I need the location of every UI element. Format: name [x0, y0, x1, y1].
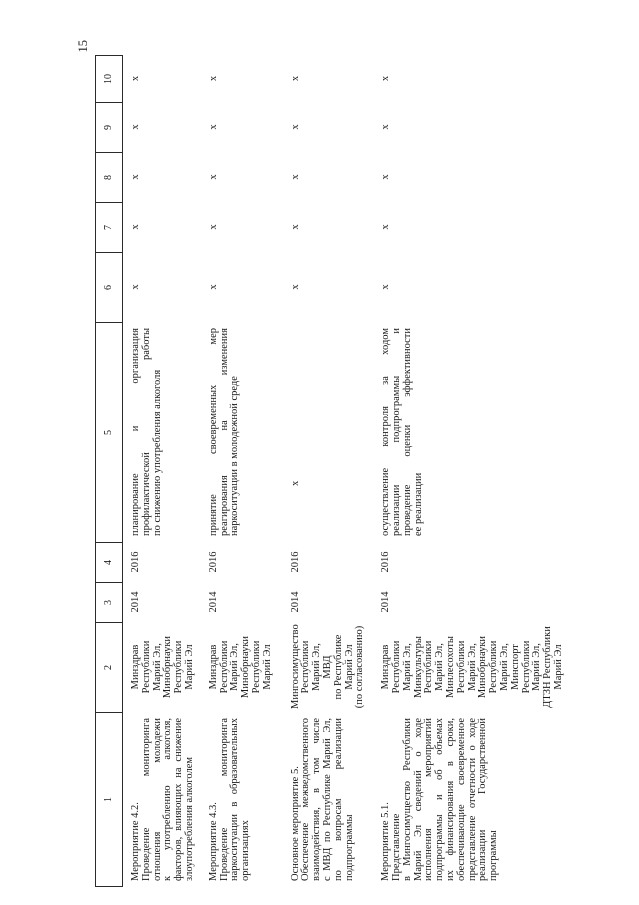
text-line: Республики — [455, 640, 467, 694]
text-line: в Мингосимущество Республики — [401, 718, 413, 881]
text-line: наркоситуации в молодежной среде — [229, 376, 241, 536]
mark-cell: х — [130, 75, 141, 82]
column-number-cell: 10 — [96, 55, 122, 102]
column-number-cell: 5 — [96, 322, 122, 542]
mark-cell: х — [380, 75, 392, 82]
year-start-cell: 2014 — [289, 591, 301, 613]
mark-cell: х — [207, 284, 219, 290]
text-line: программы — [488, 830, 500, 881]
mark-cell: х — [289, 124, 301, 130]
text-line: Республики — [140, 640, 152, 694]
text-line: принятие своевременных мер — [207, 328, 219, 536]
text-line: Марий Эл — [261, 644, 273, 690]
year-start-cell: 2014 — [380, 591, 392, 613]
text-line: профилактической работы — [140, 328, 152, 536]
text-line: обеспечивающие своевременное — [455, 718, 467, 881]
executors-cell: Мингосимущество Республики Марий Эл, МВД по … — [290, 622, 367, 712]
text-line: по снижению употребления алкоголя — [151, 369, 163, 536]
activity-title: Мероприятие 4.3. — [207, 802, 219, 881]
mark-cell: х — [130, 174, 141, 180]
text-line: Марий Эл, — [401, 643, 413, 691]
mark-cell: х — [207, 75, 219, 82]
column-number-cell: 4 — [96, 542, 122, 582]
text-line: Минздрав — [207, 644, 219, 690]
program-activities-table: 1 2 3 4 5 6 7 8 9 10 Мероприятие 4.2. Проведение м… — [95, 55, 578, 887]
column-number-cell: 8 — [96, 152, 122, 202]
column-number-cell: 6 — [96, 252, 122, 322]
text-line: Минспорт — [509, 644, 521, 690]
table-body: Мероприятие 4.2. Проведение мониторинга от… — [130, 55, 565, 887]
expected-result-cell: осуществление контроля за ходом реализаци… — [380, 322, 565, 542]
text-line: Проведение мониторинга — [140, 718, 152, 881]
mark-cell: х — [130, 224, 141, 230]
activity-cell: Основное мероприятие 5. Обеспечение межве… — [290, 712, 367, 887]
expected-result-cell: планирование и организация профилактическ… — [130, 322, 196, 542]
column-number-cell: 2 — [96, 622, 122, 712]
page-number: 15 — [76, 40, 90, 53]
text-line: по вопросам реализации — [332, 718, 344, 881]
text-line: подпрограммы — [343, 814, 355, 881]
mark-cell: х — [289, 174, 301, 180]
mark-cell: х — [380, 124, 392, 130]
column-number-cell: 9 — [96, 102, 122, 152]
table-row: Мероприятие 4.3. Проведение мониторинга на… — [207, 55, 274, 887]
year-start-cell: 2014 — [207, 591, 219, 613]
expected-result-cell: принятие своевременных мер реагирования н… — [207, 322, 274, 542]
mark-cell: х — [130, 124, 141, 130]
activity-cell: Мероприятие 5.1. Представление в Мингосиму… — [380, 712, 565, 887]
mark-cell: х — [289, 284, 301, 290]
text-line: по Республике — [332, 634, 344, 700]
mark-line: х — [289, 480, 301, 486]
table-row: Мероприятие 5.1. Представление в Мингосиму… — [380, 55, 565, 887]
activity-cell: Мероприятие 4.2. Проведение мониторинга от… — [130, 712, 196, 887]
table-row: Основное мероприятие 5. Обеспечение межве… — [289, 55, 367, 887]
column-number-cell: 7 — [96, 202, 122, 252]
text-line: злоупотребления алкоголем — [183, 756, 195, 881]
text-line: организациях — [240, 820, 252, 881]
column-number-cell: 1 — [96, 712, 122, 887]
mark-cell: х — [130, 284, 141, 290]
mark-cell: х — [289, 224, 301, 230]
year-end-cell: 2016 — [380, 551, 392, 573]
mark-cell: х — [380, 284, 392, 290]
year-end-cell: 2016 — [130, 551, 141, 573]
mark-cell: х — [380, 224, 392, 230]
mark-cell: х — [289, 75, 301, 82]
year-end-cell: 2016 — [207, 551, 219, 573]
text-line: ее реализации — [412, 472, 424, 536]
activity-cell: Мероприятие 4.3. Проведение мониторинга на… — [207, 712, 274, 887]
text-line: (по согласованию) — [354, 625, 366, 709]
mark-cell: х — [380, 174, 392, 180]
executors-cell: Минздрав Республики Марий Эл, Минобрнауки Ре… — [207, 622, 274, 712]
mark-cell: х — [207, 174, 219, 180]
table-header-row: 1 2 3 4 5 6 7 8 9 10 — [95, 55, 123, 887]
executors-cell: Минздрав Республики Марий Эл, Минобрнауки Ре… — [130, 622, 196, 712]
text-line: Марий Эл — [183, 644, 195, 690]
year-start-cell: 2014 — [130, 591, 141, 613]
expected-result-cell: х — [289, 322, 367, 542]
executors-cell: Минздрав Республики Марий Эл, Минкультуры Ре… — [380, 622, 565, 712]
text-line: Марий Эл — [552, 644, 564, 690]
table-row: Мероприятие 4.2. Проведение мониторинга от… — [130, 55, 196, 887]
column-number-cell: 3 — [96, 582, 122, 622]
year-end-cell: 2016 — [289, 551, 301, 573]
mark-cell: х — [207, 124, 219, 130]
text-line: проведение оценки эффективности — [401, 328, 413, 536]
mark-cell: х — [207, 224, 219, 230]
